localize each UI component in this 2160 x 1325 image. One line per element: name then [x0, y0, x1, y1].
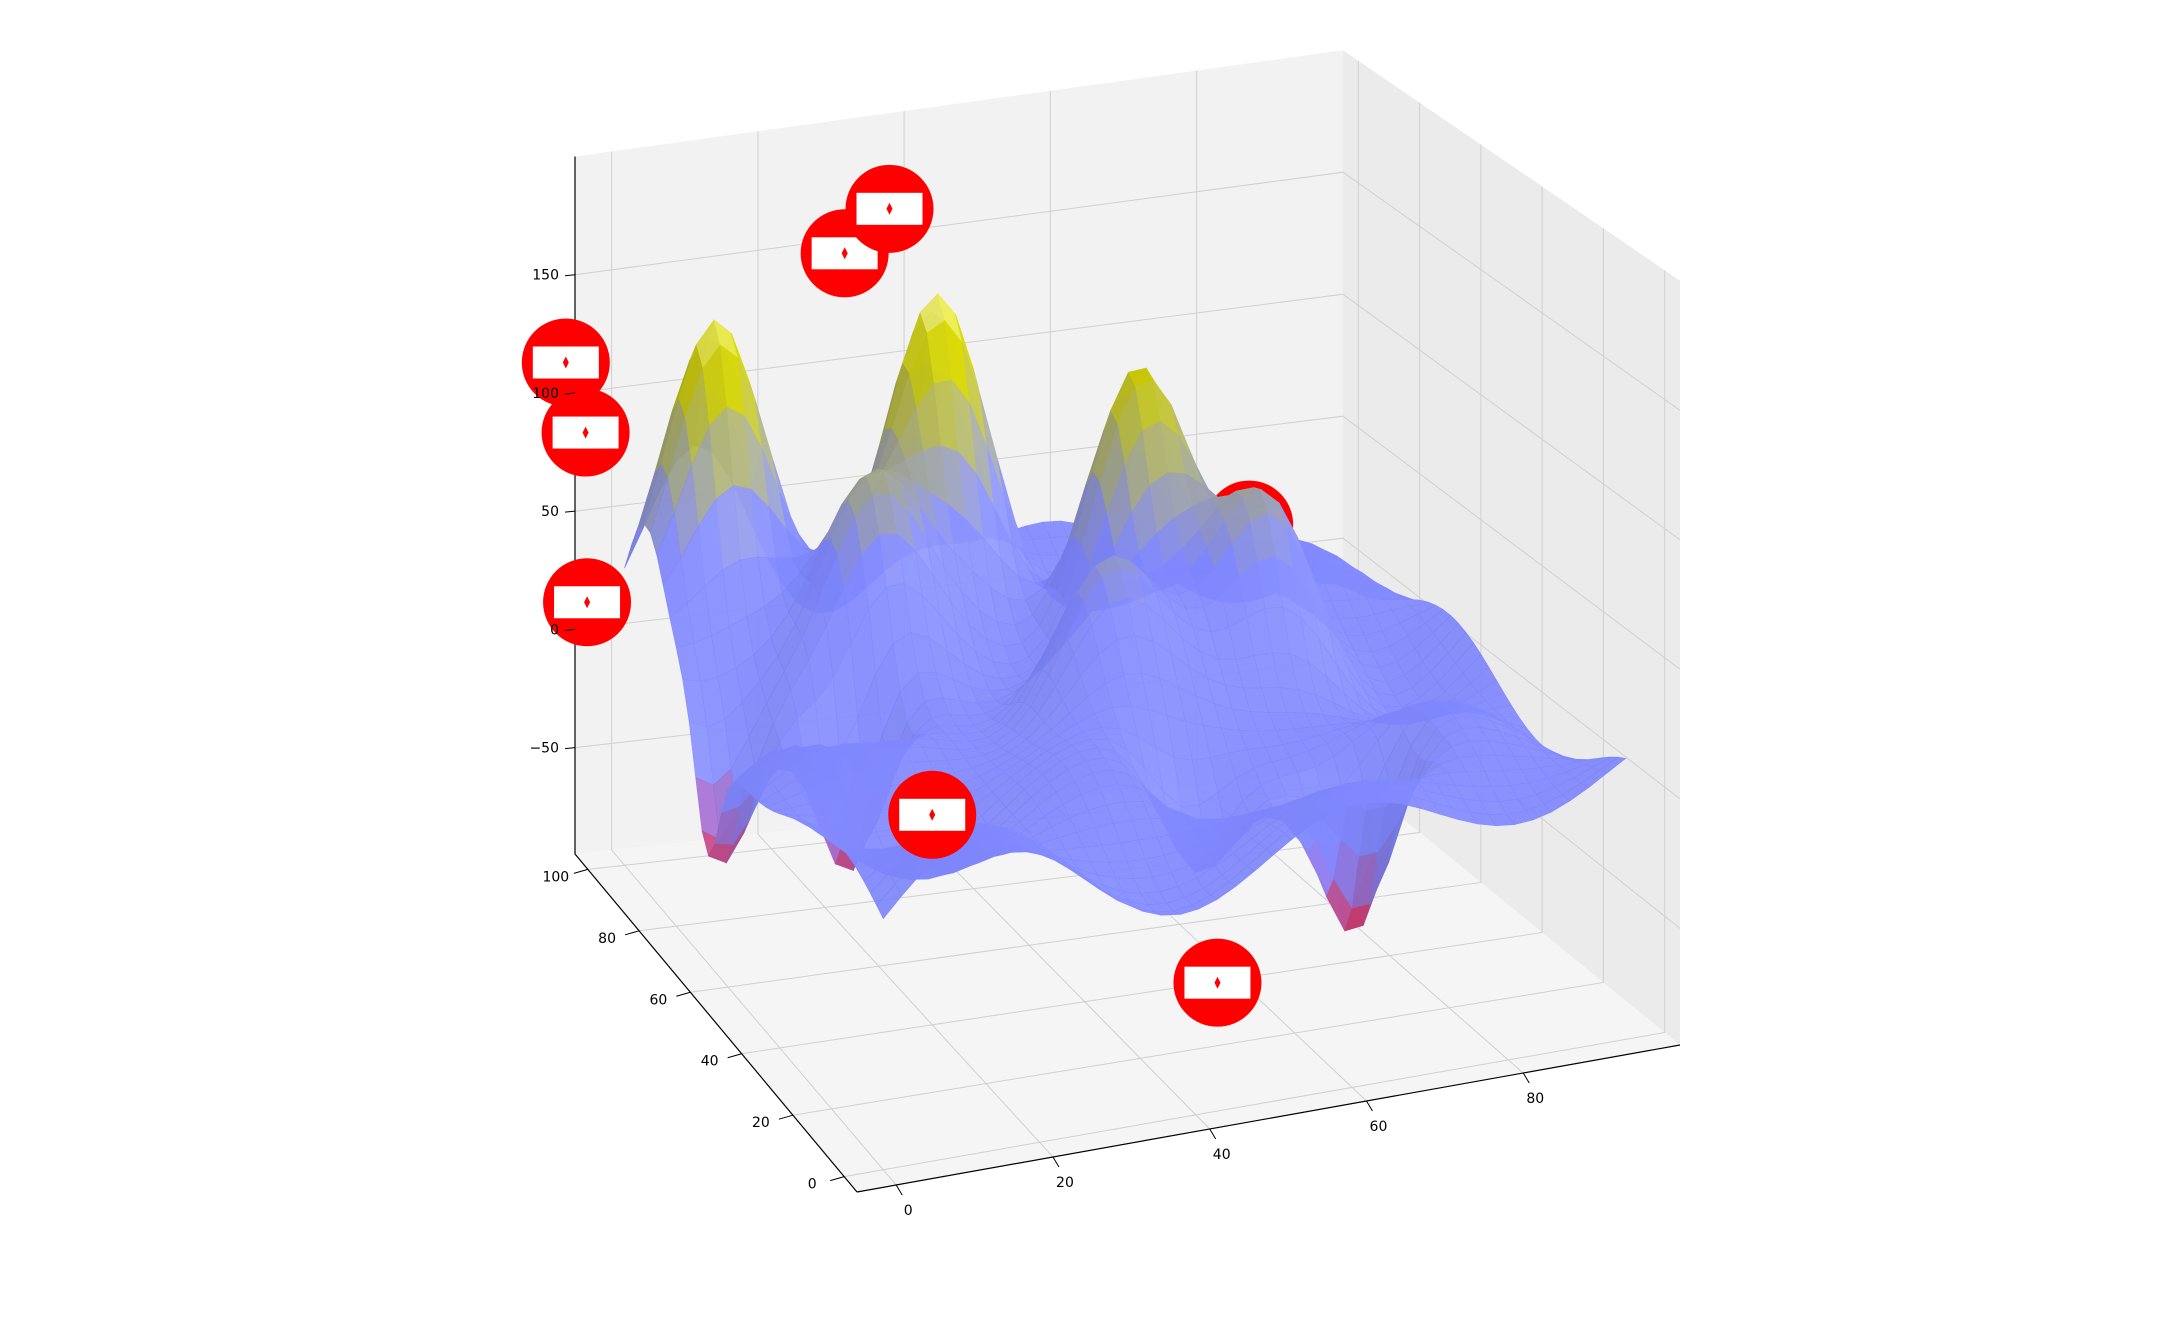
y-tick-label: 40 [701, 1054, 719, 1070]
y-tick-label: 60 [649, 992, 667, 1008]
marker-dot [886, 202, 893, 215]
x-tick-label: 20 [1056, 1175, 1074, 1191]
grid-line-z [574, 415, 1681, 670]
marker-dot [582, 426, 589, 439]
marker-dot [1214, 976, 1221, 989]
z-tick-label: −50 [529, 741, 559, 757]
z-tick-mark [564, 392, 576, 395]
markers-front [888, 770, 977, 859]
z-tick-label: 50 [541, 504, 559, 520]
y-tick-label: 0 [808, 1177, 817, 1193]
no-entry-icon [1173, 938, 1262, 1027]
surface-facet [1598, 756, 1627, 774]
grid-line-z [574, 293, 1681, 541]
x-tick-mark [895, 1184, 903, 1196]
x-axis-line [856, 1044, 1681, 1193]
x-tick-label: 80 [1526, 1091, 1544, 1107]
y-tick-mark [676, 991, 691, 997]
y-tick-label: 80 [598, 931, 616, 947]
marker-dot [562, 356, 569, 369]
x-tick-mark [1366, 1100, 1373, 1112]
no-entry-icon [541, 388, 630, 477]
z-tick-label: 100 [532, 386, 559, 402]
tick-labels: 0 20 40 60 80 0 20 40 60 80 100 −50 0 50 100 150 [529, 268, 1544, 1219]
z-tick-mark [564, 628, 576, 631]
marker-dot [841, 247, 848, 260]
y-tick-mark [778, 1114, 794, 1120]
no-entry-icon [845, 164, 934, 253]
y-tick-mark [830, 1176, 845, 1182]
no-entry-icon [888, 770, 977, 859]
x-tick-mark [1209, 1128, 1217, 1140]
marker-dot [584, 596, 591, 609]
z-tick-mark [564, 510, 576, 513]
x-tick-label: 40 [1213, 1147, 1231, 1163]
grid-line-y [844, 270, 1666, 1178]
grid-line-x [611, 151, 897, 1186]
y-tick-mark [727, 1053, 742, 1059]
grid-line-y [690, 144, 1482, 993]
x-tick-label: 60 [1370, 1119, 1388, 1135]
z-tick-label: 0 [550, 622, 559, 638]
marker-dot [929, 808, 936, 821]
y-tick-mark [624, 930, 640, 936]
x-tick-label: 0 [904, 1203, 913, 1219]
floor-pane [575, 770, 1680, 1192]
y-tick-mark [573, 868, 588, 874]
y-tick-label: 100 [542, 869, 569, 885]
surface-plot [624, 293, 1627, 932]
y-tick-label: 20 [752, 1115, 770, 1131]
grid-line-x [757, 131, 1054, 1158]
y-axis-line [574, 853, 858, 1193]
x-tick-mark [1052, 1156, 1060, 1168]
z-tick-mark [564, 747, 576, 750]
z-tick-mark [564, 274, 576, 277]
grid-line-y [792, 228, 1604, 1116]
x-tick-mark [1522, 1072, 1530, 1084]
axes-lines [574, 156, 1681, 1193]
z-tick-label: 150 [532, 268, 559, 284]
no-entry-icon [521, 318, 610, 407]
no-entry-icon [543, 558, 632, 647]
grid-line-y [741, 186, 1543, 1055]
